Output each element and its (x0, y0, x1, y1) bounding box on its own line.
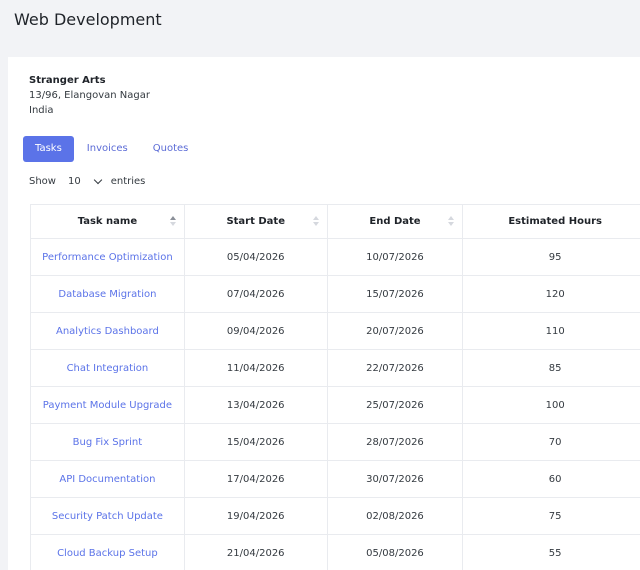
task-name-link[interactable]: Security Patch Update (30, 497, 185, 535)
task-name-link[interactable]: Bug Fix Sprint (30, 423, 185, 461)
sort-icon (448, 216, 455, 228)
column-header-task-name[interactable]: Task name (30, 204, 185, 239)
column-header-label: End Date (369, 216, 421, 227)
estimated-hours-cell: 110 (462, 312, 640, 350)
sort-icon (312, 216, 319, 228)
estimated-hours-cell: 120 (462, 275, 640, 313)
start-date-cell: 13/04/2026 (183, 386, 328, 424)
table-row: Security Patch Update 19/04/2026 02/08/202… (30, 497, 640, 535)
entries-length-control: Show 10 entries (29, 175, 146, 187)
estimated-hours-cell: 55 (462, 534, 640, 570)
end-date-cell: 15/07/2026 (326, 275, 464, 313)
client-info: Stranger Arts 13/96, Elangovan Nagar Ind… (29, 73, 150, 118)
task-name-link[interactable]: Cloud Backup Setup (30, 534, 185, 570)
task-name-link[interactable]: Database Migration (30, 275, 185, 313)
task-name-link[interactable]: API Documentation (30, 460, 185, 498)
start-date-cell: 05/04/2026 (183, 238, 328, 276)
project-card: Stranger Arts 13/96, Elangovan Nagar Ind… (8, 57, 640, 570)
table-row: Bug Fix Sprint 15/04/2026 28/07/2026 70 (30, 423, 640, 461)
task-name-link[interactable]: Chat Integration (30, 349, 185, 387)
client-country: India (29, 105, 54, 116)
task-name-link[interactable]: Payment Module Upgrade (30, 386, 185, 424)
entries-select[interactable]: 10 (67, 175, 102, 187)
start-date-cell: 11/04/2026 (183, 349, 328, 387)
end-date-cell: 25/07/2026 (326, 386, 464, 424)
column-header-start-date[interactable]: Start Date (183, 204, 328, 239)
end-date-cell: 10/07/2026 (326, 238, 464, 276)
table-row: Database Migration 07/04/2026 15/07/2026 12… (30, 275, 640, 313)
table-row: Cloud Backup Setup 21/04/2026 05/08/2026 55 (30, 534, 640, 570)
estimated-hours-cell: 100 (462, 386, 640, 424)
end-date-cell: 02/08/2026 (326, 497, 464, 535)
estimated-hours-cell: 85 (462, 349, 640, 387)
column-header-label: Start Date (226, 216, 285, 227)
end-date-cell: 30/07/2026 (326, 460, 464, 498)
start-date-cell: 21/04/2026 (183, 534, 328, 570)
tasks-table: Task name Start Date End Date Estimated … (30, 204, 640, 570)
start-date-cell: 09/04/2026 (183, 312, 328, 350)
estimated-hours-cell: 95 (462, 238, 640, 276)
sort-icon (169, 216, 176, 228)
end-date-cell: 22/07/2026 (326, 349, 464, 387)
tab-tasks[interactable]: Tasks (23, 136, 74, 162)
estimated-hours-cell: 70 (462, 423, 640, 461)
column-header-estimated-hours[interactable]: Estimated Hours (462, 204, 640, 239)
start-date-cell: 07/04/2026 (183, 275, 328, 313)
entries-label: entries (110, 176, 146, 187)
entries-select-value: 10 (67, 176, 81, 187)
start-date-cell: 17/04/2026 (183, 460, 328, 498)
estimated-hours-cell: 60 (462, 460, 640, 498)
tab-invoices[interactable]: Invoices (86, 143, 128, 154)
client-name: Stranger Arts (29, 75, 106, 86)
table-row: Analytics Dashboard 09/04/2026 20/07/2026 1… (30, 312, 640, 350)
table-row: Performance Optimization 05/04/2026 10/07/… (30, 238, 640, 276)
column-header-label: Estimated Hours (508, 216, 602, 227)
end-date-cell: 20/07/2026 (326, 312, 464, 350)
task-name-link[interactable]: Performance Optimization (30, 238, 185, 276)
start-date-cell: 15/04/2026 (183, 423, 328, 461)
table-row: Payment Module Upgrade 13/04/2026 25/07/20… (30, 386, 640, 424)
column-header-label: Task name (77, 216, 138, 227)
page-title: Web Development (14, 10, 162, 29)
end-date-cell: 28/07/2026 (326, 423, 464, 461)
start-date-cell: 19/04/2026 (183, 497, 328, 535)
client-address: 13/96, Elangovan Nagar (29, 90, 150, 101)
table-row: API Documentation 17/04/2026 30/07/2026 60 (30, 460, 640, 498)
tab-quotes[interactable]: Quotes (152, 143, 189, 154)
show-label: Show (29, 176, 56, 187)
table-body: Performance Optimization 05/04/2026 10/07/… (30, 238, 640, 570)
column-header-end-date[interactable]: End Date (326, 204, 464, 239)
task-name-link[interactable]: Analytics Dashboard (30, 312, 185, 350)
chevron-down-icon (93, 175, 102, 185)
end-date-cell: 05/08/2026 (326, 534, 464, 570)
table-row: Chat Integration 11/04/2026 22/07/2026 85 (30, 349, 640, 387)
tab-bar: Tasks Invoices Quotes (23, 136, 201, 162)
table-header-row: Task name Start Date End Date Estimated … (30, 204, 640, 239)
estimated-hours-cell: 75 (462, 497, 640, 535)
